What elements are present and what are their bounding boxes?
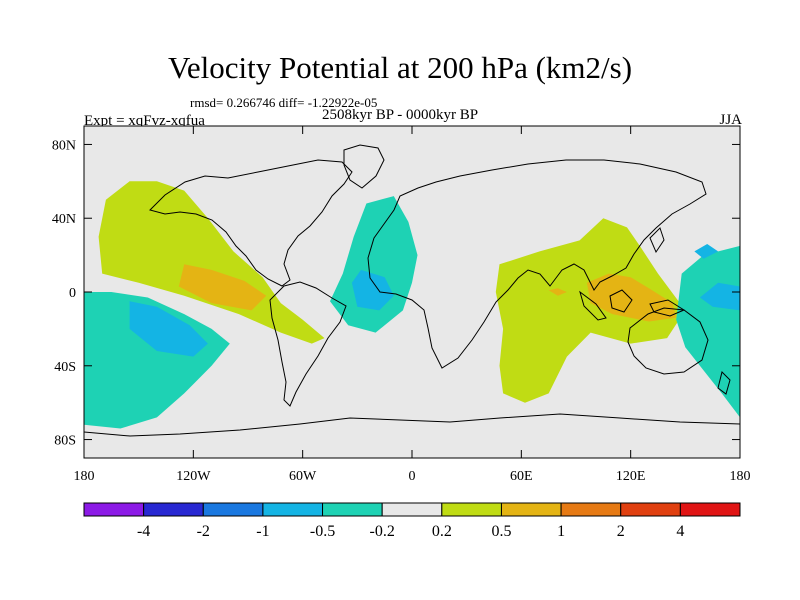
colorbar-swatch xyxy=(679,502,741,517)
map-panel: 180 120W 60W 0 60E 120E 180 80N 40N 0 40S 80S xyxy=(52,125,751,484)
region-north-pacific-positive xyxy=(98,181,325,344)
coastline-sumatra xyxy=(579,290,607,321)
y-tick-label: 40N xyxy=(52,212,76,227)
x-tick-label: 180 xyxy=(74,469,95,484)
x-tick-label: 120E xyxy=(616,469,646,484)
season-label: JJA xyxy=(719,112,742,128)
x-tick-label: 60E xyxy=(510,469,533,484)
colorbar: -4 -2 -1 -0.5 -0.2 0.2 0.5 1 2 4 xyxy=(83,502,741,540)
x-tick-label: 120W xyxy=(176,469,211,484)
y-tick-label: 80S xyxy=(54,434,76,449)
y-tick-label: 40S xyxy=(54,360,76,375)
colorbar-label: -4 xyxy=(137,523,150,540)
colorbar-label: 2 xyxy=(617,523,625,540)
y-tick-label: 0 xyxy=(69,286,76,301)
colorbar-swatch xyxy=(441,502,502,517)
coastline-japan xyxy=(649,227,665,254)
colorbar-swatch xyxy=(143,502,204,517)
region-south-pacific-negative xyxy=(84,292,230,429)
region-arabian-sea-core xyxy=(548,288,567,296)
colorbar-swatch xyxy=(262,502,324,517)
colorbar-label: -2 xyxy=(197,523,210,540)
y-tick-label: 80N xyxy=(52,138,76,153)
coastlines xyxy=(83,144,741,437)
colorbar-swatch xyxy=(500,502,562,517)
colorbar-swatch xyxy=(322,502,383,517)
period-label: 2508kyr BP - 0000kyr BP xyxy=(322,107,479,123)
region-central-pacific-core xyxy=(694,244,719,259)
coastline-australia xyxy=(627,307,709,375)
colorbar-swatch xyxy=(381,502,443,517)
colorbar-swatch xyxy=(560,502,622,517)
coastline-new-zealand xyxy=(717,371,731,395)
coastline-borneo xyxy=(609,289,633,313)
chart-title: Velocity Potential at 200 hPa (km2/s) xyxy=(167,50,633,85)
x-tick-label: 60W xyxy=(289,469,317,484)
x-tick-label: 180 xyxy=(730,469,751,484)
experiment-label: Expt = xqFvz-xqfua xyxy=(84,113,205,129)
coastline-antarctica xyxy=(83,413,741,437)
colorbar-swatch xyxy=(83,502,145,517)
colorbar-swatch xyxy=(620,502,681,517)
colorbar-label: 1 xyxy=(557,523,565,540)
region-east-pacific-core xyxy=(178,264,267,311)
region-west-pacific-core xyxy=(699,282,740,311)
region-atlantic-negative xyxy=(330,196,418,333)
coastline-greenland xyxy=(343,144,385,189)
x-tick-label: 0 xyxy=(409,469,416,484)
region-maritime-continent-core xyxy=(586,273,677,322)
colorbar-label: -0.5 xyxy=(310,523,335,540)
axis-ticks: 180 120W 60W 0 60E 120E 180 80N 40N 0 40S 80S xyxy=(52,126,751,484)
contour-regions xyxy=(84,181,740,429)
region-south-pacific-core xyxy=(129,301,208,357)
colorbar-label: -1 xyxy=(256,523,269,540)
colorbar-label: 0.2 xyxy=(432,523,452,540)
coastline-new-guinea xyxy=(649,299,686,317)
stats-text: rmsd= 0.266746 diff= -1.22922e-05 xyxy=(190,95,378,110)
colorbar-swatch xyxy=(202,502,264,517)
colorbar-label: 0.5 xyxy=(491,523,511,540)
coastline-south-america xyxy=(269,281,347,407)
colorbar-label: 4 xyxy=(676,523,684,540)
region-indian-ocean-positive xyxy=(495,218,686,403)
region-atlantic-core xyxy=(351,269,394,311)
coastline-north-america xyxy=(149,159,353,287)
coastline-eurasia-africa xyxy=(367,159,707,369)
colorbar-label: -0.2 xyxy=(370,523,395,540)
